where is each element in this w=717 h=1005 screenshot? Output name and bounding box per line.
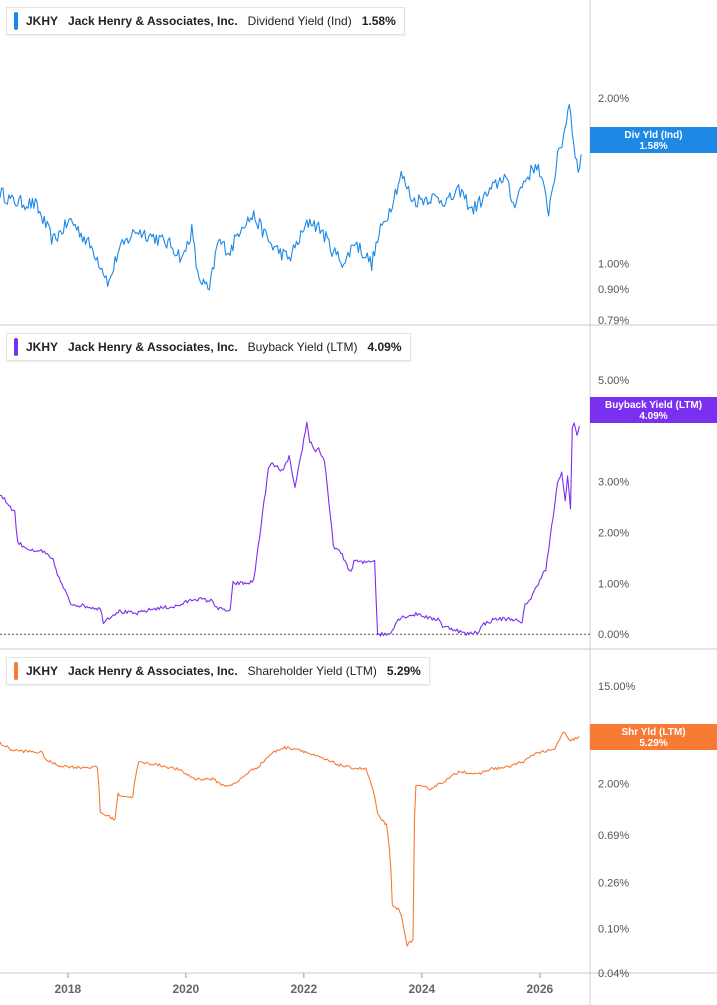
y-tick-label: 0.90%	[598, 284, 629, 296]
y-tick-label: 0.26%	[598, 877, 629, 889]
x-tick-label: 2018	[54, 982, 81, 996]
x-tick-label: 2020	[172, 982, 199, 996]
legend-ticker: JKHY	[26, 340, 59, 354]
x-tick-label: 2024	[408, 982, 435, 996]
series-line	[0, 731, 580, 947]
legend-shareholder-yield: JKHY Jack Henry & Associates, Inc. Share…	[6, 657, 430, 685]
legend-ticker: JKHY	[26, 14, 59, 28]
value-badge-label: Shr Yld (LTM)	[621, 727, 685, 738]
value-badge	[590, 397, 717, 423]
y-tick-label: 0.00%	[598, 629, 629, 641]
y-tick-label: 15.00%	[598, 681, 636, 693]
legend-buyback-yield: JKHY Jack Henry & Associates, Inc. Buyba…	[6, 333, 411, 361]
x-tick-label: 2022	[290, 982, 317, 996]
y-tick-label: 0.04%	[598, 968, 629, 980]
legend-current-value: 5.29%	[386, 664, 421, 678]
legend-company-name: Jack Henry & Associates, Inc.	[68, 14, 238, 28]
series-line	[0, 103, 582, 291]
series-color-marker	[14, 338, 18, 356]
legend-company-name: Jack Henry & Associates, Inc.	[68, 664, 238, 678]
series-line	[0, 421, 580, 637]
value-badge	[590, 724, 717, 750]
value-badge-label: Buyback Yield (LTM)	[605, 400, 702, 411]
y-tick-label: 5.00%	[598, 375, 629, 387]
value-badge	[590, 127, 717, 153]
y-tick-label: 1.00%	[598, 259, 629, 271]
y-tick-label: 0.10%	[598, 924, 629, 936]
series-color-marker	[14, 12, 18, 30]
y-tick-label: 2.00%	[598, 527, 629, 539]
value-badge-value: 4.09%	[639, 411, 667, 422]
value-badge-value: 5.29%	[639, 738, 667, 749]
y-tick-label: 0.79%	[598, 315, 629, 327]
y-tick-label: 2.00%	[598, 779, 629, 791]
legend-current-value: 1.58%	[361, 14, 396, 28]
series-color-marker	[14, 662, 18, 680]
x-tick-label: 2026	[526, 982, 553, 996]
legend-ticker: JKHY	[26, 664, 59, 678]
y-tick-label: 0.69%	[598, 830, 629, 842]
y-tick-label: 3.00%	[598, 477, 629, 489]
legend-metric: Dividend Yield (Ind)	[247, 14, 352, 28]
legend-metric: Buyback Yield (LTM)	[247, 340, 358, 354]
legend-metric: Shareholder Yield (LTM)	[247, 664, 377, 678]
value-badge-value: 1.58%	[639, 141, 667, 152]
legend-current-value: 4.09%	[367, 340, 402, 354]
y-tick-label: 2.00%	[598, 93, 629, 105]
legend-dividend-yield: JKHY Jack Henry & Associates, Inc. Divid…	[6, 7, 405, 35]
value-badge-label: Div Yld (Ind)	[624, 130, 682, 141]
legend-company-name: Jack Henry & Associates, Inc.	[68, 340, 238, 354]
y-tick-label: 1.00%	[598, 578, 629, 590]
